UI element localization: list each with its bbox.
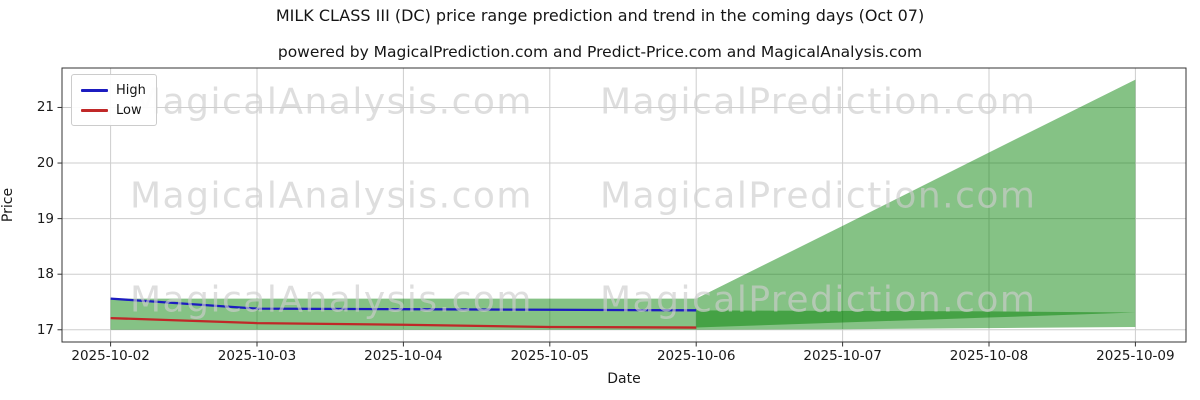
legend: High Low [71,74,157,126]
x-tick-label: 2025-10-05 [510,348,590,364]
high-line-swatch [81,88,108,92]
forecast-trend-range-band [696,79,1136,330]
x-axis-label: Date [607,371,641,387]
x-tick-label: 2025-10-04 [364,348,443,364]
gridlines [62,68,1186,342]
axes-frame [57,67,1187,347]
x-tick-label: 2025-10-02 [71,348,150,364]
x-tick-label: 2025-10-08 [949,348,1029,364]
y-tick-label: 18 [36,266,54,283]
y-tick-label: 19 [36,210,54,227]
x-tick-label: 2025-10-09 [1096,348,1175,364]
y-axis-label: Price [0,187,16,223]
range-bands [110,79,1136,330]
legend-item-low: Low [81,100,146,120]
legend-item-high: High [81,80,146,100]
y-tick-label: 17 [36,321,54,338]
legend-label-low: Low [116,102,142,118]
low-line-swatch [81,108,108,112]
low-line [110,316,697,329]
high-line [110,297,697,312]
chart-subtitle: powered by MagicalPrediction.com and Pre… [277,43,923,61]
legend-label-high: High [116,82,146,98]
y-tick-label: 21 [36,99,54,116]
y-tick-label: 20 [36,155,54,172]
forecast-highlow-range-band [696,310,1136,328]
x-tick-label: 2025-10-03 [217,348,297,364]
x-tick-label: 2025-10-06 [656,348,736,364]
chart-title: MILK CLASS III (DC) price range predicti… [275,6,925,25]
price-lines [110,297,697,329]
plot-border [61,67,1187,343]
x-tick-label: 2025-10-07 [803,348,882,364]
